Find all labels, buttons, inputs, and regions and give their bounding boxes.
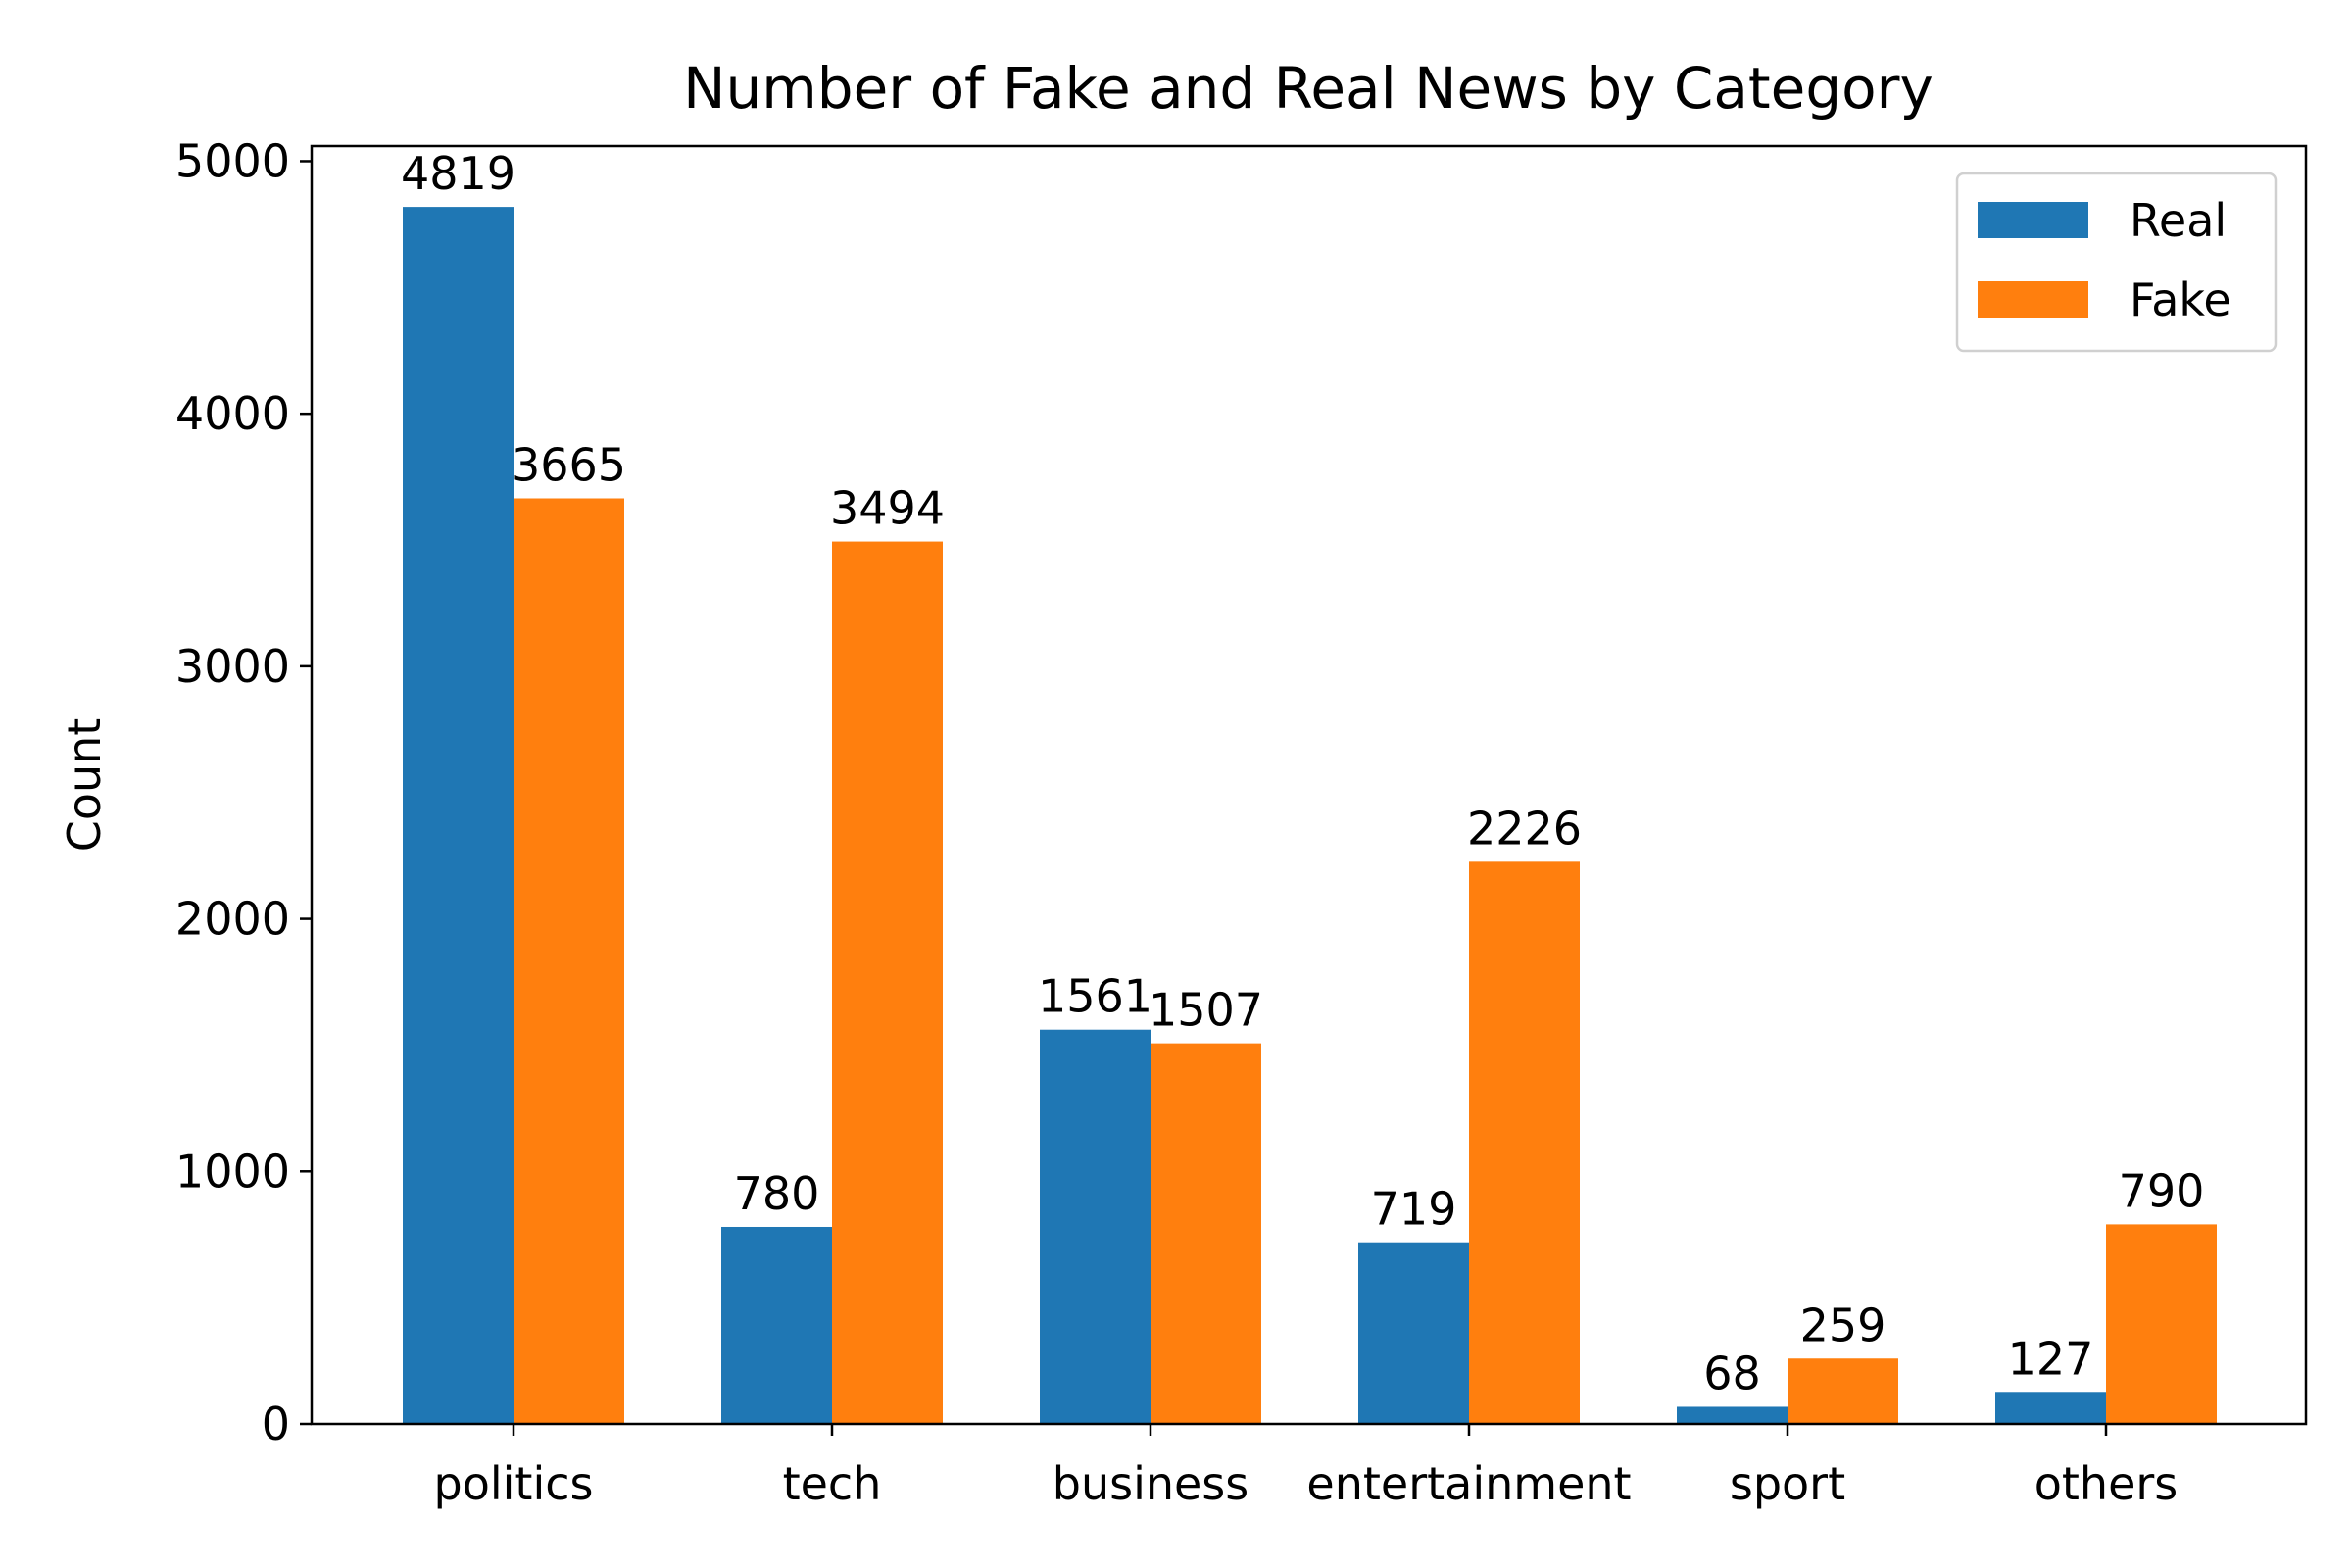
x-tick-label-others: others <box>2034 1457 2179 1510</box>
bar-real-sport <box>1677 1406 1788 1424</box>
legend-swatch-fake <box>1978 281 2088 318</box>
x-tick-label-entertainment: entertainment <box>1306 1457 1631 1510</box>
legend-label-fake: Fake <box>2130 273 2231 326</box>
x-tick-label-tech: tech <box>783 1457 882 1510</box>
y-tick-label-1000: 1000 <box>175 1145 290 1198</box>
bar-real-others <box>1995 1392 2106 1424</box>
value-label-fake-tech: 3494 <box>830 482 945 535</box>
value-label-fake-entertainment: 2226 <box>1467 802 1582 855</box>
y-tick-label-5000: 5000 <box>175 134 290 187</box>
value-label-real-sport: 68 <box>1703 1347 1761 1399</box>
value-label-real-entertainment: 719 <box>1371 1183 1457 1236</box>
bar-fake-politics <box>514 498 624 1425</box>
y-axis: 0 1000 2000 3000 4000 5000 <box>175 134 312 1450</box>
bar-fake-others <box>2106 1224 2217 1424</box>
y-tick-label-4000: 4000 <box>175 387 290 440</box>
x-tick-label-business: business <box>1053 1457 1250 1510</box>
x-tick-label-sport: sport <box>1730 1457 1845 1510</box>
value-label-fake-business: 1507 <box>1149 984 1263 1037</box>
legend-swatch-real <box>1978 202 2088 238</box>
value-label-fake-sport: 259 <box>1800 1298 1886 1351</box>
value-label-real-politics: 4819 <box>401 147 515 200</box>
value-label-real-business: 1561 <box>1038 970 1152 1023</box>
bars-layer <box>403 207 2217 1425</box>
bar-fake-entertainment <box>1469 861 1580 1424</box>
bar-fake-tech <box>832 541 943 1424</box>
value-label-fake-others: 790 <box>2119 1164 2205 1217</box>
x-axis: politics tech business entertainment sport ot… <box>434 1424 2179 1510</box>
bar-real-politics <box>403 207 514 1424</box>
bar-real-business <box>1040 1029 1151 1424</box>
bar-fake-business <box>1151 1043 1261 1424</box>
y-axis-label: Count <box>58 718 111 853</box>
value-label-real-tech: 780 <box>734 1167 820 1220</box>
plot-frame <box>310 144 2308 1426</box>
value-label-real-others: 127 <box>2008 1332 2094 1385</box>
y-tick-label-2000: 2000 <box>175 893 290 946</box>
chart-title: Number of Fake and Real News by Category <box>683 55 1934 122</box>
bar-real-entertainment <box>1358 1242 1469 1424</box>
x-tick-label-politics: politics <box>434 1457 594 1510</box>
value-labels-layer: 4819 780 1561 719 68 127 3665 3494 1507 2226 259 79… <box>401 147 2204 1399</box>
legend-label-real: Real <box>2130 194 2227 247</box>
value-label-fake-politics: 3665 <box>512 439 626 492</box>
bar-real-tech <box>721 1226 832 1424</box>
bar-fake-sport <box>1788 1358 1898 1424</box>
y-tick-label-0: 0 <box>262 1397 290 1450</box>
y-tick-label-3000: 3000 <box>175 640 290 693</box>
legend: Real Fake <box>1955 172 2278 353</box>
